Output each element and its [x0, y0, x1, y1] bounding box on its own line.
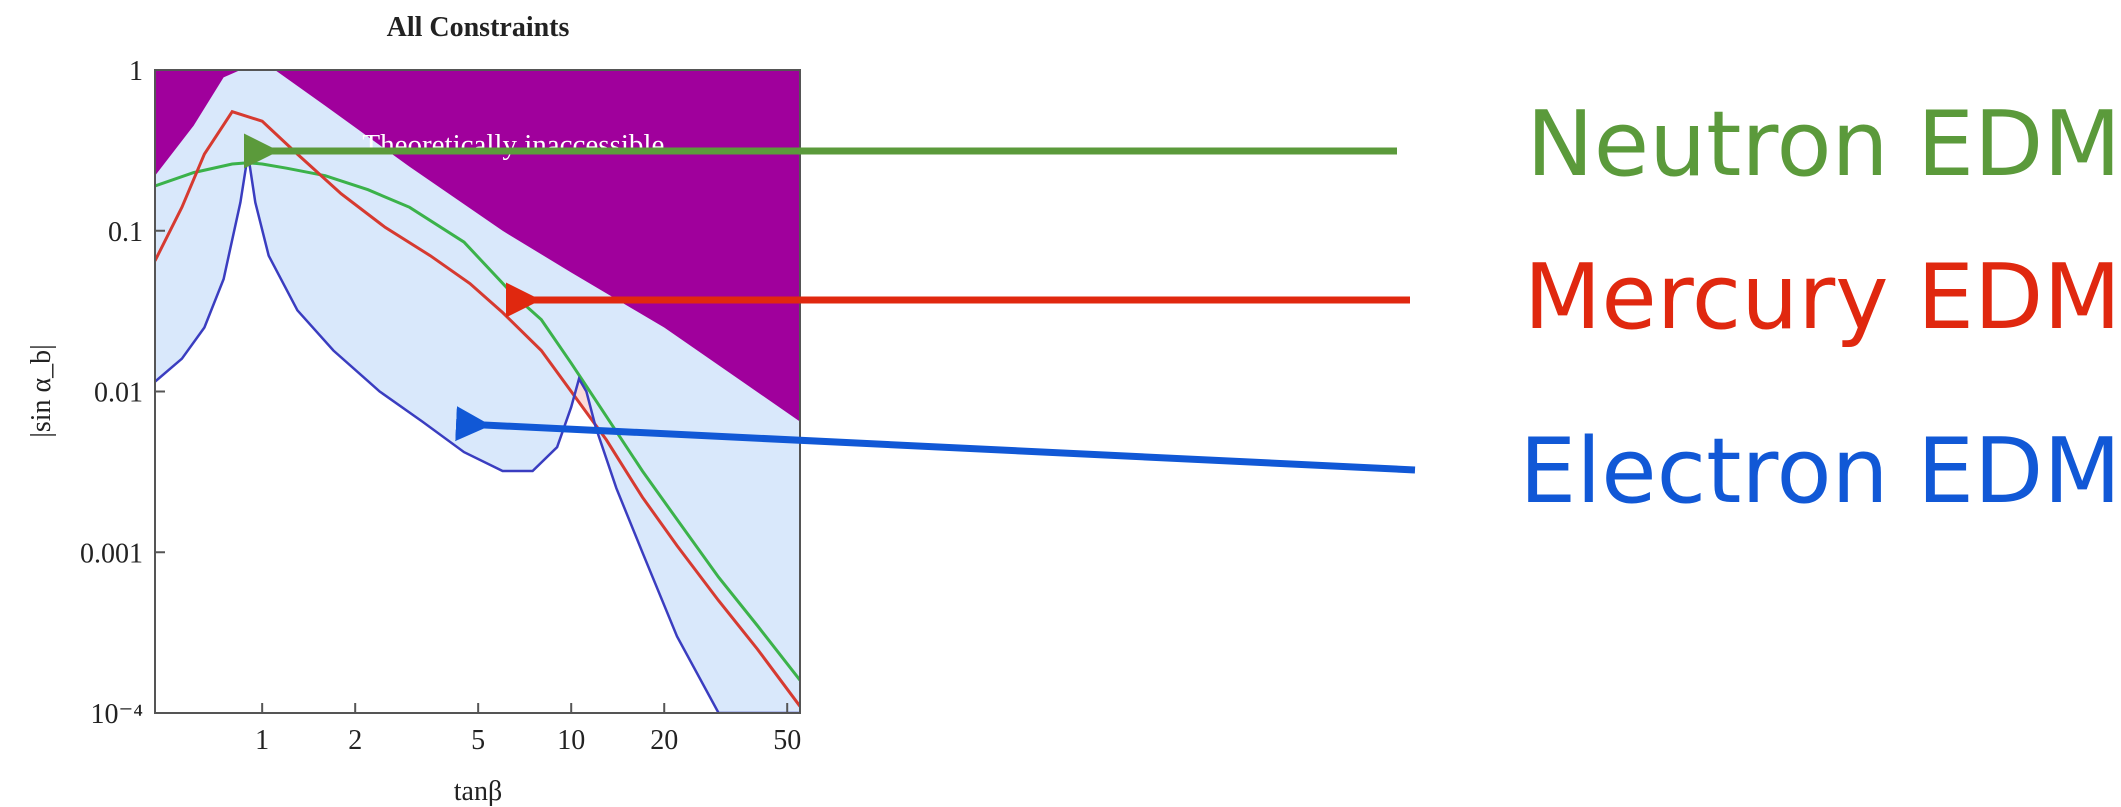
mercury-label: Mercury EDM	[1524, 245, 2121, 350]
electron-curve	[155, 153, 800, 713]
neutron-label: Neutron EDM	[1526, 92, 2121, 197]
y-tick-label: 0.001	[80, 538, 143, 569]
chart-title: All Constraints	[387, 12, 570, 43]
plot-area: Theoretically inaccessible 1 2 5 10 20 50 1 0.…	[80, 56, 801, 756]
x-tick-label: 2	[348, 725, 362, 756]
y-axis-label: |sin α_b|	[26, 344, 57, 438]
electron-arrow	[455, 406, 1416, 474]
x-tick-label: 5	[471, 725, 485, 756]
electron-label: Electron EDM	[1519, 419, 2121, 524]
y-tick-label: 1	[129, 56, 143, 87]
y-tick-label: 10⁻⁴	[90, 699, 143, 730]
y-tick-label: 0.01	[94, 378, 143, 409]
x-tick-label: 10	[557, 725, 585, 756]
legend: Neutron EDM Mercury EDM Electron EDM	[244, 92, 2121, 524]
inaccessible-region	[155, 70, 800, 422]
regions-layer	[155, 70, 800, 713]
y-axis-ticks: 1 0.1 0.01 0.001 10⁻⁴	[80, 56, 165, 730]
x-axis-label: tanβ	[454, 776, 502, 807]
x-tick-label: 50	[773, 725, 801, 756]
mercury-curve	[155, 109, 800, 708]
x-tick-label: 1	[255, 725, 269, 756]
x-tick-label: 20	[650, 725, 678, 756]
region-annotation: Theoretically inaccessible	[362, 129, 664, 161]
x-axis-ticks: 1 2 5 10 20 50	[255, 703, 801, 756]
y-tick-label: 0.1	[108, 217, 143, 248]
